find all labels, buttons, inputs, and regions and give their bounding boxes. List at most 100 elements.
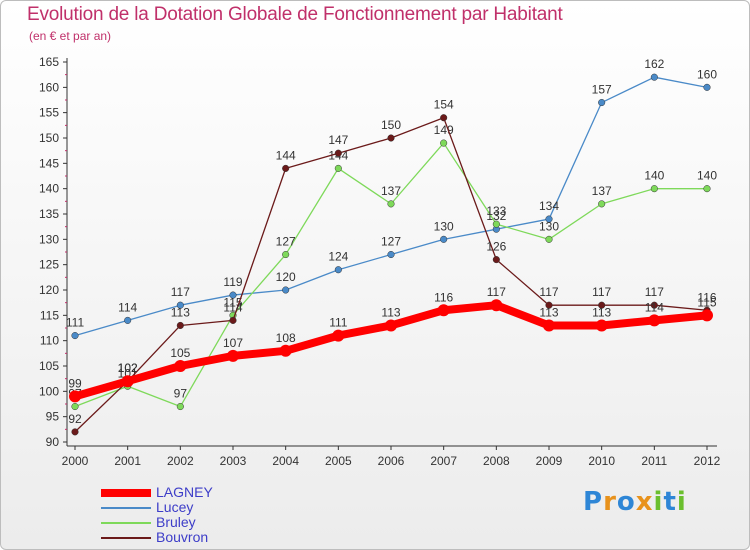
data-label-lagney-2009: 113 [539, 305, 558, 319]
data-label-lagney-2001: 102 [118, 361, 138, 375]
point-lucey-2007 [440, 235, 448, 243]
point-lagney-2009 [543, 319, 555, 332]
point-bouvron-2003 [229, 316, 237, 324]
data-label-bruley-2011: 140 [644, 169, 664, 183]
point-lucey-2000 [71, 332, 79, 340]
data-label-lucey-2003: 119 [223, 275, 242, 289]
proxiti-logo: Proxiti [583, 487, 687, 517]
point-bouvron-2007 [440, 114, 448, 122]
data-label-bruley-2002: 97 [174, 387, 188, 401]
point-lucey-2006 [387, 250, 395, 259]
legend-label-lucey: Lucey [156, 499, 194, 515]
point-bouvron-2011 [650, 301, 658, 309]
point-bouvron-2009 [545, 301, 553, 309]
y-tick-label-155: 155 [39, 106, 59, 120]
logo-letter: x [635, 487, 654, 517]
y-tick-label-135: 135 [39, 207, 59, 221]
data-label-lagney-2011: 114 [645, 300, 664, 314]
y-tick-label-150: 150 [39, 131, 59, 145]
x-tick-label-2011: 2011 [641, 454, 667, 468]
x-tick-label-2000: 2000 [62, 454, 89, 468]
logo-letter: o [616, 487, 636, 517]
point-lagney-2007 [437, 304, 450, 317]
point-lucey-2012 [703, 83, 711, 91]
data-label-lucey-2002: 117 [171, 285, 190, 299]
data-label-lucey-2009: 134 [539, 199, 559, 213]
point-lucey-2004 [282, 286, 290, 294]
point-lucey-2003 [229, 291, 237, 299]
y-tick-label-90: 90 [46, 435, 60, 449]
y-tick-label-130: 130 [39, 232, 59, 246]
data-label-lucey-2010: 157 [592, 83, 612, 97]
point-lagney-2011 [648, 314, 661, 327]
x-tick-label-2007: 2007 [430, 454, 457, 468]
data-label-lucey-2006: 127 [381, 235, 401, 249]
legend-swatch-bruley [101, 521, 151, 524]
point-lagney-2002 [174, 360, 187, 372]
point-bouvron-2002 [176, 321, 184, 330]
data-label-bruley-2004: 127 [276, 235, 296, 249]
y-tick-label-100: 100 [39, 384, 59, 398]
data-label-lagney-2007: 116 [434, 290, 453, 304]
data-label-bouvron-2004: 144 [276, 148, 296, 162]
y-tick-label-105: 105 [39, 359, 59, 373]
data-label-lagney-2002: 105 [170, 346, 190, 360]
point-bouvron-2010 [598, 301, 606, 309]
x-tick-label-2003: 2003 [220, 454, 247, 468]
point-bruley-2011 [650, 185, 658, 193]
data-label-bruley-2006: 137 [381, 184, 401, 198]
point-lagney-2006 [385, 319, 397, 332]
point-lucey-2009 [545, 215, 553, 223]
point-bouvron-2006 [387, 134, 395, 142]
point-bruley-2002 [176, 402, 184, 411]
legend-swatch-bouvron [101, 536, 151, 539]
data-label-bouvron-2001: 102 [118, 361, 138, 375]
data-label-lagney-2006: 113 [381, 305, 400, 319]
data-label-lagney-2003: 107 [223, 336, 243, 350]
data-label-lucey-2011: 162 [644, 57, 664, 71]
y-tick-label-165: 165 [39, 55, 59, 69]
logo-letter: P [583, 487, 604, 517]
logo-letter: i [676, 487, 687, 517]
y-tick-label-120: 120 [39, 283, 59, 297]
data-label-bruley-2010: 137 [592, 184, 612, 198]
data-label-lucey-2001: 114 [118, 300, 137, 314]
point-bruley-2005 [334, 164, 342, 172]
data-label-lucey-2012: 160 [697, 67, 717, 81]
point-lagney-2001 [121, 375, 134, 388]
y-tick-label-115: 115 [40, 308, 59, 322]
data-label-lagney-2008: 117 [487, 285, 506, 299]
data-label-bruley-2008: 133 [486, 204, 506, 218]
point-bruley-2010 [598, 200, 606, 208]
point-bouvron-2004 [282, 164, 290, 172]
data-label-bouvron-2011: 117 [645, 285, 664, 299]
data-label-bouvron-2002: 113 [171, 305, 190, 319]
point-bruley-2012 [703, 185, 711, 193]
data-label-bouvron-2010: 117 [592, 285, 611, 299]
data-label-lagney-2010: 113 [592, 305, 611, 319]
legend-label-lagney: LAGNEY [156, 484, 213, 500]
data-label-lucey-2004: 120 [276, 270, 296, 284]
point-bruley-2007 [440, 139, 448, 147]
x-tick-label-2002: 2002 [167, 454, 194, 468]
x-tick-label-2005: 2005 [325, 454, 352, 468]
legend-swatch-lucey [101, 506, 151, 509]
data-label-lucey-2000: 111 [66, 316, 85, 330]
legend-label-bruley: Bruley [156, 514, 196, 530]
data-label-lucey-2005: 124 [328, 250, 348, 264]
logo-letter: i [653, 487, 664, 517]
legend-swatch-lagney [101, 488, 151, 497]
data-label-lagney-2004: 108 [276, 331, 296, 345]
data-label-bruley-2009: 130 [539, 219, 559, 233]
point-lagney-2008 [490, 299, 503, 312]
x-tick-label-2001: 2001 [114, 454, 141, 468]
point-lagney-2010 [595, 319, 608, 332]
y-tick-label-110: 110 [40, 334, 59, 348]
point-lucey-2011 [650, 73, 658, 81]
point-lagney-2005 [332, 329, 345, 342]
data-label-lagney-2012: 115 [697, 295, 716, 309]
point-bruley-2006 [387, 200, 395, 208]
point-lagney-2004 [279, 344, 292, 357]
series-line-bouvron [74, 117, 708, 433]
